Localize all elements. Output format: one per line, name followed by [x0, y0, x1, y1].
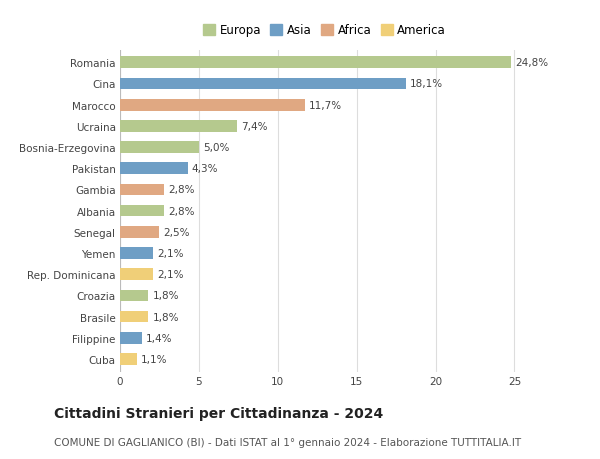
Bar — [120, 353, 137, 365]
Bar — [120, 290, 148, 302]
Bar — [120, 121, 237, 132]
Bar — [120, 269, 153, 280]
Bar — [120, 247, 153, 259]
Text: 1,8%: 1,8% — [152, 291, 179, 301]
Bar — [120, 100, 305, 111]
Text: 5,0%: 5,0% — [203, 143, 229, 153]
Bar — [120, 205, 164, 217]
Text: Cittadini Stranieri per Cittadinanza - 2024: Cittadini Stranieri per Cittadinanza - 2… — [54, 406, 383, 420]
Bar — [120, 57, 511, 69]
Bar — [120, 226, 160, 238]
Bar — [120, 184, 164, 196]
Text: 18,1%: 18,1% — [410, 79, 443, 90]
Text: 1,8%: 1,8% — [152, 312, 179, 322]
Text: 2,1%: 2,1% — [157, 248, 184, 258]
Text: 11,7%: 11,7% — [308, 101, 341, 111]
Text: 24,8%: 24,8% — [515, 58, 548, 68]
Text: 4,3%: 4,3% — [192, 164, 218, 174]
Bar — [120, 142, 199, 154]
Text: 1,4%: 1,4% — [146, 333, 173, 343]
Text: 7,4%: 7,4% — [241, 122, 267, 132]
Bar — [120, 311, 148, 323]
Bar — [120, 78, 406, 90]
Text: COMUNE DI GAGLIANICO (BI) - Dati ISTAT al 1° gennaio 2024 - Elaborazione TUTTITA: COMUNE DI GAGLIANICO (BI) - Dati ISTAT a… — [54, 437, 521, 448]
Text: 2,1%: 2,1% — [157, 269, 184, 280]
Bar — [120, 332, 142, 344]
Text: 2,5%: 2,5% — [163, 227, 190, 237]
Text: 2,8%: 2,8% — [168, 206, 194, 216]
Bar — [120, 163, 188, 175]
Text: 2,8%: 2,8% — [168, 185, 194, 195]
Legend: Europa, Asia, Africa, America: Europa, Asia, Africa, America — [203, 24, 446, 37]
Text: 1,1%: 1,1% — [142, 354, 168, 364]
